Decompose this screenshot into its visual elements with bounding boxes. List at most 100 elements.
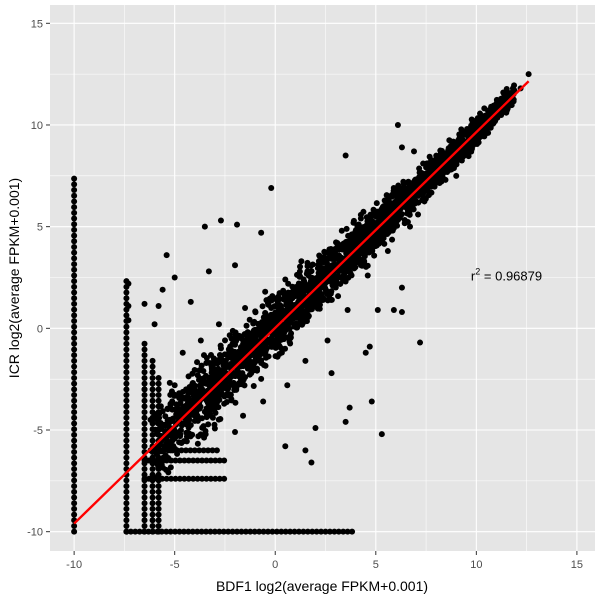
data-point	[336, 241, 343, 248]
data-point	[374, 307, 381, 314]
data-point	[251, 318, 258, 325]
data-point	[71, 226, 78, 233]
data-point	[123, 409, 130, 416]
data-point	[417, 339, 424, 346]
data-point	[136, 528, 143, 535]
data-point	[398, 284, 405, 291]
data-point	[187, 298, 194, 305]
data-point	[323, 264, 330, 271]
data-point	[163, 475, 170, 482]
data-point	[504, 105, 511, 112]
data-point	[169, 447, 176, 454]
data-point	[323, 259, 330, 266]
data-point	[147, 416, 154, 423]
data-point	[149, 488, 156, 495]
annotation-value: = 0.96879	[480, 269, 542, 284]
data-point	[162, 413, 169, 420]
data-point	[313, 528, 320, 535]
data-point	[379, 230, 386, 237]
data-point	[203, 355, 210, 362]
data-point	[141, 352, 148, 359]
data-point	[71, 466, 78, 473]
data-point	[71, 352, 78, 359]
data-point	[71, 409, 78, 416]
data-point	[415, 199, 422, 206]
data-point	[250, 383, 257, 390]
data-point	[355, 239, 362, 246]
data-point	[123, 448, 130, 455]
data-point	[123, 340, 130, 347]
data-point	[343, 225, 350, 232]
data-point	[276, 308, 283, 315]
data-point	[375, 240, 382, 247]
data-point	[261, 350, 268, 357]
data-point	[179, 349, 186, 356]
data-point	[221, 475, 228, 482]
data-point	[424, 161, 431, 168]
data-point	[141, 380, 148, 387]
data-point	[218, 390, 225, 397]
data-point	[269, 320, 276, 327]
data-point	[344, 307, 351, 314]
data-point	[71, 443, 78, 450]
data-point	[71, 454, 78, 461]
data-point	[398, 144, 405, 151]
data-point	[149, 511, 156, 518]
data-point	[187, 447, 194, 454]
data-point	[370, 210, 377, 217]
data-point	[151, 321, 158, 328]
data-point	[295, 271, 302, 278]
data-point	[271, 303, 278, 310]
data-point	[71, 221, 78, 228]
data-point	[176, 390, 183, 397]
data-point	[388, 193, 395, 200]
data-point	[274, 353, 281, 360]
data-point	[309, 528, 316, 535]
y-axis-title: ICR log2(average FPKM+0.001)	[6, 178, 22, 378]
data-point	[123, 380, 130, 387]
data-point	[238, 528, 245, 535]
data-point	[155, 403, 162, 410]
data-point	[71, 488, 78, 495]
data-point	[346, 404, 353, 411]
data-point	[168, 457, 175, 464]
data-point	[318, 528, 325, 535]
data-point	[171, 274, 178, 281]
data-point	[277, 296, 284, 303]
data-point	[71, 261, 78, 268]
data-point	[123, 323, 130, 330]
data-point	[166, 416, 173, 423]
data-point	[287, 300, 294, 307]
data-point	[71, 289, 78, 296]
data-point	[265, 528, 271, 535]
data-point	[123, 511, 130, 518]
data-point	[297, 263, 304, 270]
data-point	[123, 431, 130, 438]
data-point	[163, 457, 170, 464]
data-point	[198, 362, 205, 369]
data-point	[260, 398, 267, 405]
data-point	[183, 394, 190, 401]
data-point	[149, 528, 156, 535]
data-point	[511, 82, 518, 89]
data-point	[398, 309, 405, 316]
data-point	[177, 431, 184, 438]
data-point	[323, 290, 330, 297]
data-point	[471, 126, 478, 133]
data-point	[155, 483, 162, 490]
data-point	[123, 528, 130, 535]
data-point	[335, 528, 342, 535]
data-point	[191, 447, 198, 454]
data-point	[384, 248, 391, 255]
data-point	[468, 116, 475, 123]
data-point	[418, 169, 425, 176]
data-point	[71, 215, 78, 222]
data-point	[453, 161, 460, 168]
data-point	[265, 339, 272, 346]
data-point	[149, 505, 156, 512]
data-point	[369, 221, 376, 228]
data-point	[251, 528, 258, 535]
x-tick-label: 10	[470, 559, 482, 571]
data-point	[260, 528, 267, 535]
data-point	[168, 475, 175, 482]
